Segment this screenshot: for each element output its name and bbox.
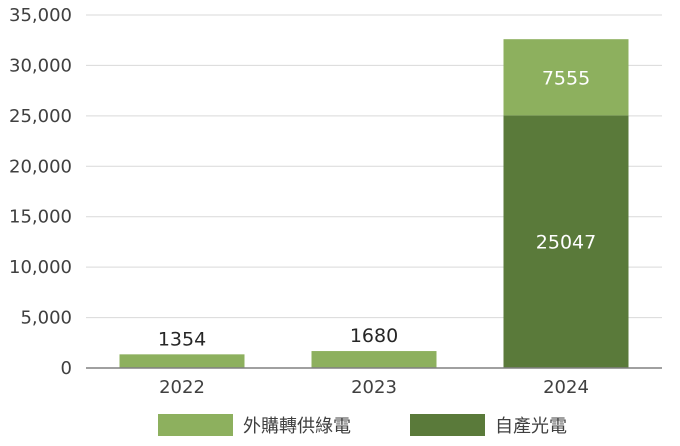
data-label: 1680: [350, 325, 398, 347]
y-tick-label: 10,000: [9, 257, 72, 278]
data-label: 1354: [158, 328, 206, 350]
legend-item: 外購轉供綠電: [158, 414, 351, 437]
x-axis-tick-labels: 2022 2023 2024: [159, 377, 589, 398]
bar-segment: [503, 115, 629, 368]
legend: 外購轉供綠電 自產光電: [158, 414, 567, 437]
legend-swatch: [158, 414, 233, 436]
bar-segment: [503, 39, 629, 116]
y-tick-label: 15,000: [9, 207, 72, 228]
bar-segment: [311, 351, 437, 368]
y-tick-label: 0: [61, 358, 72, 379]
gridlines: [86, 14, 662, 319]
legend-item: 自產光電: [410, 414, 567, 437]
data-labels: 1354 1680 7555 25047: [158, 67, 596, 350]
data-label: 25047: [536, 232, 596, 254]
legend-label: 外購轉供綠電: [243, 416, 351, 437]
x-tick-label: 2024: [543, 377, 589, 398]
data-label: 7555: [542, 67, 590, 89]
y-tick-label: 25,000: [9, 106, 72, 127]
bars: [119, 39, 629, 368]
y-tick-label: 35,000: [9, 5, 72, 26]
legend-swatch: [410, 414, 485, 436]
y-tick-label: 30,000: [9, 55, 72, 76]
y-tick-label: 20,000: [9, 156, 72, 177]
x-tick-label: 2023: [351, 377, 397, 398]
y-tick-label: 5,000: [20, 308, 72, 329]
bar-segment: [119, 354, 245, 368]
y-axis-tick-labels: 0 5,000 10,000 15,000 20,000 25,000 30,000 35,0…: [9, 5, 72, 379]
x-tick-label: 2022: [159, 377, 205, 398]
legend-label: 自產光電: [495, 416, 567, 437]
